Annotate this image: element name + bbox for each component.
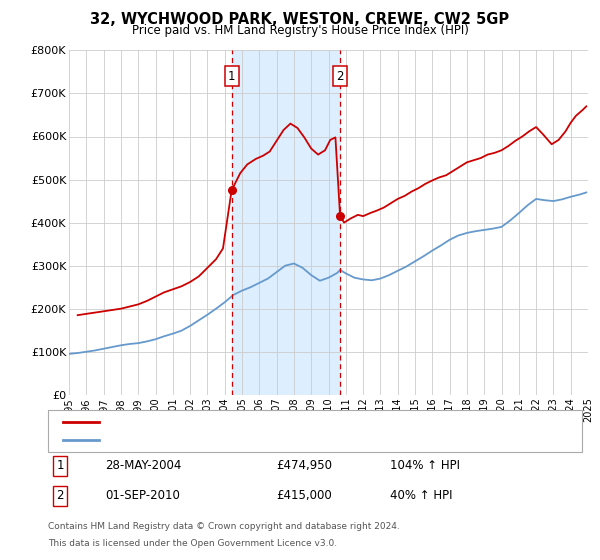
Text: £415,000: £415,000 [276,489,332,502]
Text: HPI: Average price, detached house, Cheshire East: HPI: Average price, detached house, Ches… [106,435,371,445]
Text: £474,950: £474,950 [276,459,332,473]
Text: 40% ↑ HPI: 40% ↑ HPI [390,489,452,502]
Text: Contains HM Land Registry data © Crown copyright and database right 2024.: Contains HM Land Registry data © Crown c… [48,522,400,531]
Text: This data is licensed under the Open Government Licence v3.0.: This data is licensed under the Open Gov… [48,539,337,548]
Text: 1: 1 [56,459,64,473]
Text: 32, WYCHWOOD PARK, WESTON, CREWE, CW2 5GP: 32, WYCHWOOD PARK, WESTON, CREWE, CW2 5G… [91,12,509,27]
Text: 1: 1 [228,70,235,83]
Text: 32, WYCHWOOD PARK, WESTON, CREWE, CW2 5GP (detached house): 32, WYCHWOOD PARK, WESTON, CREWE, CW2 5G… [106,417,469,427]
Text: Price paid vs. HM Land Registry's House Price Index (HPI): Price paid vs. HM Land Registry's House … [131,24,469,36]
Text: 2: 2 [337,70,344,83]
Text: 2: 2 [56,489,64,502]
Bar [232,50,340,395]
Text: 01-SEP-2010: 01-SEP-2010 [105,489,180,502]
Text: 104% ↑ HPI: 104% ↑ HPI [390,459,460,473]
Text: 28-MAY-2004: 28-MAY-2004 [105,459,181,473]
